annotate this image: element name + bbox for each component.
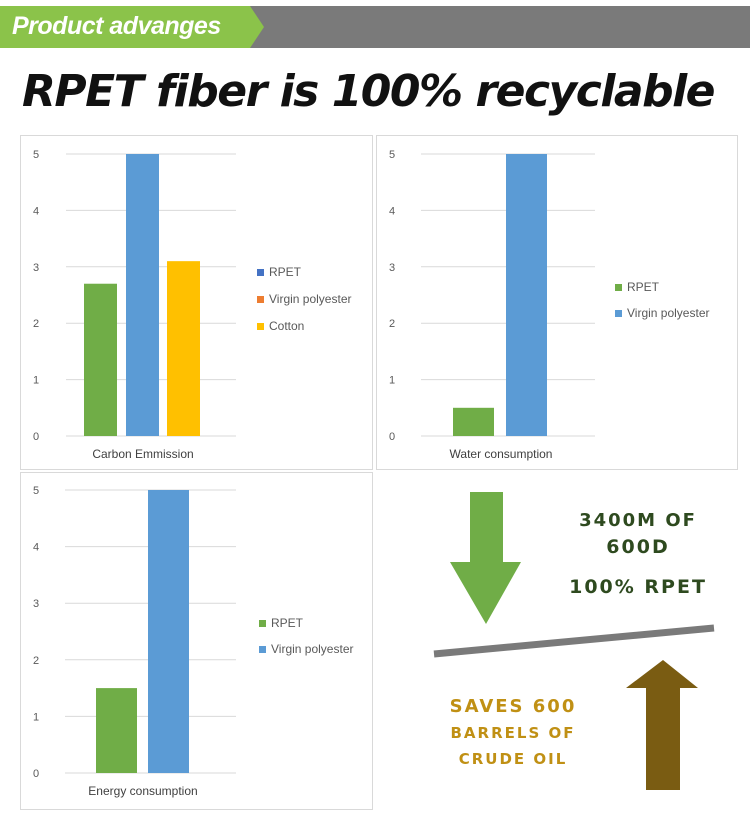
stat-rpet: 100% RPET (569, 576, 707, 598)
y-tick-label: 0 (389, 431, 395, 443)
legend-label: Virgin polyester (269, 292, 352, 306)
up-arrow-icon (626, 660, 698, 790)
y-tick-label: 3 (33, 598, 39, 610)
rpet-savings-infographic: 3400M OF 600D 100% RPET SAVES 600 BARREL… (378, 472, 738, 810)
legend-label: RPET (269, 265, 302, 279)
y-tick-label: 0 (33, 431, 39, 443)
saves-line-2: BARRELS OF (450, 724, 576, 742)
x-category-label: Carbon Emmission (92, 447, 193, 461)
y-tick-label: 4 (389, 205, 395, 217)
y-tick-label: 5 (33, 149, 39, 161)
legend-label: RPET (627, 280, 660, 294)
legend-swatch (259, 646, 266, 653)
y-tick-label: 5 (389, 149, 395, 161)
y-tick-label: 0 (33, 768, 39, 780)
page-headline: RPET fiber is 100% recyclable (22, 66, 716, 117)
y-tick-label: 2 (389, 318, 395, 330)
bar-virgin-polyester (506, 154, 547, 436)
legend-label: Virgin polyester (271, 642, 354, 656)
y-tick-label: 4 (33, 205, 39, 217)
saves-line-1: SAVES 600 (449, 696, 577, 717)
water-consumption-chart-panel: 0 1 2 3 4 5 RPET Virgin polyester Water consumpt… (376, 135, 738, 470)
y-tick-label: 1 (389, 375, 395, 387)
carbon-emission-chart: 0 1 2 3 4 5 RPET Virgin polyester Cotton Carbon E… (33, 149, 352, 461)
bar-rpet (453, 407, 494, 436)
header-banner: Product advanges (0, 6, 750, 48)
y-tick-label: 3 (389, 262, 395, 274)
energy-consumption-chart: 0 1 2 3 4 5 RPET Virgin polyester Energy consump… (33, 485, 354, 798)
legend-label: Virgin polyester (627, 306, 710, 320)
y-tick-label: 1 (33, 711, 39, 723)
water-consumption-chart: 0 1 2 3 4 5 RPET Virgin polyester Water consumpt… (389, 149, 710, 461)
bar-virgin-polyester (126, 154, 159, 436)
down-arrow-icon (450, 492, 521, 624)
x-category-label: Energy consumption (88, 784, 197, 798)
stat-length: 3400M OF (579, 510, 697, 531)
stat-denier: 600D (606, 536, 670, 558)
legend-swatch (615, 310, 622, 317)
energy-consumption-chart-panel: 0 1 2 3 4 5 RPET Virgin polyester Energy consump… (20, 472, 373, 810)
carbon-emission-chart-panel: 0 1 2 3 4 5 RPET Virgin polyester Cotton Carbon E… (20, 135, 373, 470)
legend-swatch (259, 620, 266, 627)
y-tick-label: 2 (33, 318, 39, 330)
bar-rpet (96, 688, 137, 773)
y-tick-label: 2 (33, 655, 39, 667)
legend-swatch (257, 296, 264, 303)
banner-accent-arrow (0, 6, 264, 48)
x-category-label: Water consumption (450, 447, 553, 461)
legend-label: RPET (271, 616, 304, 630)
legend-swatch (615, 284, 622, 291)
banner-shape (0, 6, 750, 48)
bar-rpet (84, 283, 117, 436)
y-tick-label: 3 (33, 262, 39, 274)
legend-swatch (257, 269, 264, 276)
legend-swatch (257, 323, 264, 330)
y-tick-label: 1 (33, 375, 39, 387)
balance-bar (433, 624, 715, 658)
bar-cotton (167, 261, 200, 436)
bar-virgin-polyester (148, 490, 189, 773)
banner-title: Product advanges (12, 12, 221, 40)
y-tick-label: 5 (33, 485, 39, 497)
infographic-graphics (433, 492, 715, 790)
saves-line-3: CRUDE OIL (458, 750, 568, 768)
y-tick-label: 4 (33, 542, 39, 554)
legend-label: Cotton (269, 319, 304, 333)
